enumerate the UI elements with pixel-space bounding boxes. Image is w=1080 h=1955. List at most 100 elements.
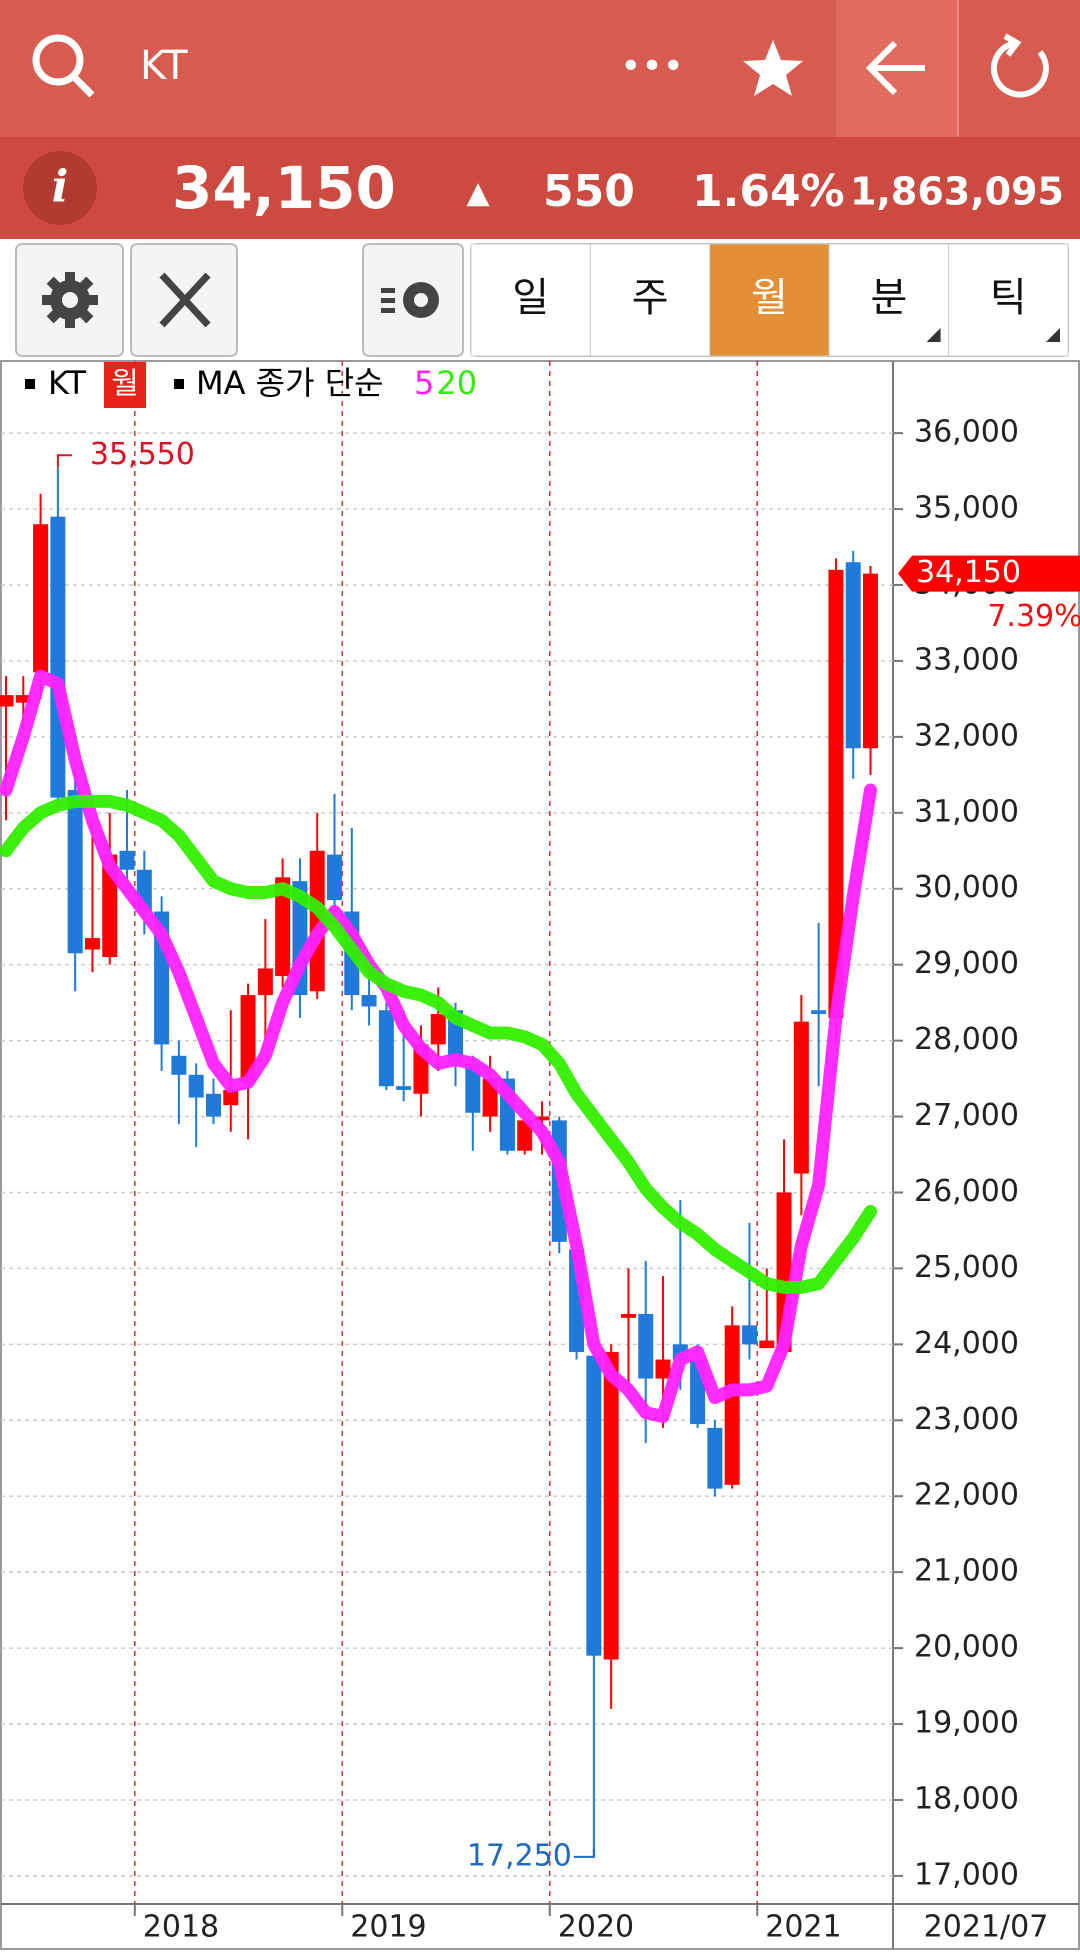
- y-tick-label: 29,000: [914, 946, 1019, 981]
- candle-body: [119, 850, 135, 870]
- y-tick-label: 36,000: [914, 415, 1019, 450]
- price-tag-change: 7.39%: [987, 599, 1080, 634]
- refresh-button[interactable]: [991, 33, 1049, 98]
- period-tab[interactable]: [948, 243, 1069, 357]
- volume: 1,863,095: [850, 170, 1064, 214]
- candle-body: [257, 968, 273, 996]
- candle-body: [741, 1325, 757, 1345]
- max-label: 35,550: [90, 437, 195, 472]
- period-tab[interactable]: [470, 243, 591, 357]
- candle-body: [50, 516, 66, 798]
- moving-average: [0, 669, 877, 1423]
- legend-ma: MA 종가 단순: [196, 364, 384, 402]
- candle-body: [655, 1359, 671, 1379]
- change-arrow: ▲: [466, 176, 489, 211]
- candle-body: [205, 1093, 221, 1117]
- y-tick-label: 33,000: [914, 642, 1019, 677]
- y-tick-label: 31,000: [914, 794, 1019, 829]
- y-tick-label: 26,000: [914, 1174, 1019, 1209]
- search-icon[interactable]: [32, 34, 95, 98]
- moving-average: [0, 794, 877, 1294]
- y-tick-label: 27,000: [914, 1098, 1019, 1133]
- y-tick-label: 18,000: [914, 1781, 1019, 1816]
- x-tick-label: 2019: [350, 1910, 426, 1945]
- period-tab-label[interactable]: 일: [512, 275, 549, 321]
- period-tab-label[interactable]: 틱: [990, 275, 1027, 321]
- max-pointer: [56, 454, 72, 468]
- price-tag: [898, 555, 1080, 592]
- y-tick-label: 28,000: [914, 1022, 1019, 1057]
- candle-body: [223, 1089, 239, 1106]
- min-pointer: [573, 1848, 595, 1858]
- y-tick-label: 25,000: [914, 1250, 1019, 1285]
- candle-body: [84, 938, 100, 950]
- candle-body: [638, 1313, 654, 1379]
- candle-body: [0, 695, 14, 707]
- candle-body: [586, 1355, 602, 1656]
- candle-body: [759, 1340, 775, 1349]
- y-tick-label: 22,000: [914, 1478, 1019, 1513]
- candle-body: [327, 854, 343, 901]
- candle-body: [724, 1325, 740, 1485]
- min-label: 17,250: [467, 1838, 572, 1873]
- submenu-triangle: [1046, 328, 1060, 342]
- legend-marker: [174, 379, 184, 389]
- favorite-star[interactable]: [743, 40, 803, 96]
- period-tab[interactable]: [709, 243, 830, 357]
- chart-frame: [0, 360, 1080, 1950]
- period-tab-label[interactable]: 주: [632, 275, 669, 321]
- candle-body: [67, 790, 83, 954]
- candle-body: [430, 1014, 446, 1045]
- candle-body: [620, 1313, 636, 1318]
- legend-period: 월: [111, 367, 139, 402]
- info-button[interactable]: [23, 151, 97, 225]
- candle-body: [378, 1010, 394, 1087]
- price-bar: [0, 137, 1080, 239]
- period-tab[interactable]: [828, 243, 950, 357]
- candle-body: [275, 877, 291, 977]
- candle-body: [517, 1120, 533, 1151]
- stock-name[interactable]: KT: [140, 43, 188, 89]
- indicator-icon: [381, 282, 439, 318]
- candle-body: [534, 1116, 550, 1121]
- period-tab-label[interactable]: 분: [870, 275, 907, 321]
- legend-series: 5: [414, 364, 434, 402]
- more-button[interactable]: •••: [620, 46, 684, 87]
- current-price: 34,150: [172, 154, 396, 222]
- period-tab-label[interactable]: 월: [751, 275, 788, 321]
- candle-body: [828, 569, 844, 1018]
- period-badge: [104, 362, 146, 408]
- legend-symbol: KT: [48, 364, 87, 402]
- y-tick-label: 30,000: [914, 870, 1019, 905]
- y-tick-label: 17,000: [914, 1857, 1019, 1892]
- info-icon[interactable]: i: [52, 162, 69, 213]
- y-tick-label: 20,000: [914, 1630, 1019, 1665]
- candle-body: [793, 1021, 809, 1174]
- tools-icon: [159, 272, 211, 328]
- candle-body: [603, 1351, 619, 1660]
- candle-body: [309, 850, 325, 992]
- x-tick-label: 2020: [558, 1910, 634, 1945]
- last-date: 2021/07: [924, 1910, 1049, 1945]
- legend-series: 20: [436, 364, 477, 402]
- candle-body: [15, 695, 31, 703]
- back-button[interactable]: [865, 40, 925, 96]
- candle-body: [845, 562, 861, 749]
- candle-body: [171, 1055, 187, 1075]
- candle-body: [465, 1063, 481, 1113]
- candle-body: [811, 1010, 827, 1015]
- x-tick-label: 2018: [143, 1910, 219, 1945]
- legend-marker: [25, 379, 35, 389]
- change-percent: 1.64%: [692, 166, 845, 217]
- candle-body: [240, 995, 256, 1083]
- y-tick-label: 21,000: [914, 1554, 1019, 1589]
- candle-body: [33, 524, 49, 673]
- price-tag-label: 34,150: [916, 555, 1021, 590]
- y-tick-label: 24,000: [914, 1326, 1019, 1361]
- period-tab[interactable]: [589, 243, 711, 357]
- submenu-triangle: [926, 328, 941, 342]
- price-change: 550: [543, 166, 635, 217]
- candle-body: [396, 1086, 412, 1090]
